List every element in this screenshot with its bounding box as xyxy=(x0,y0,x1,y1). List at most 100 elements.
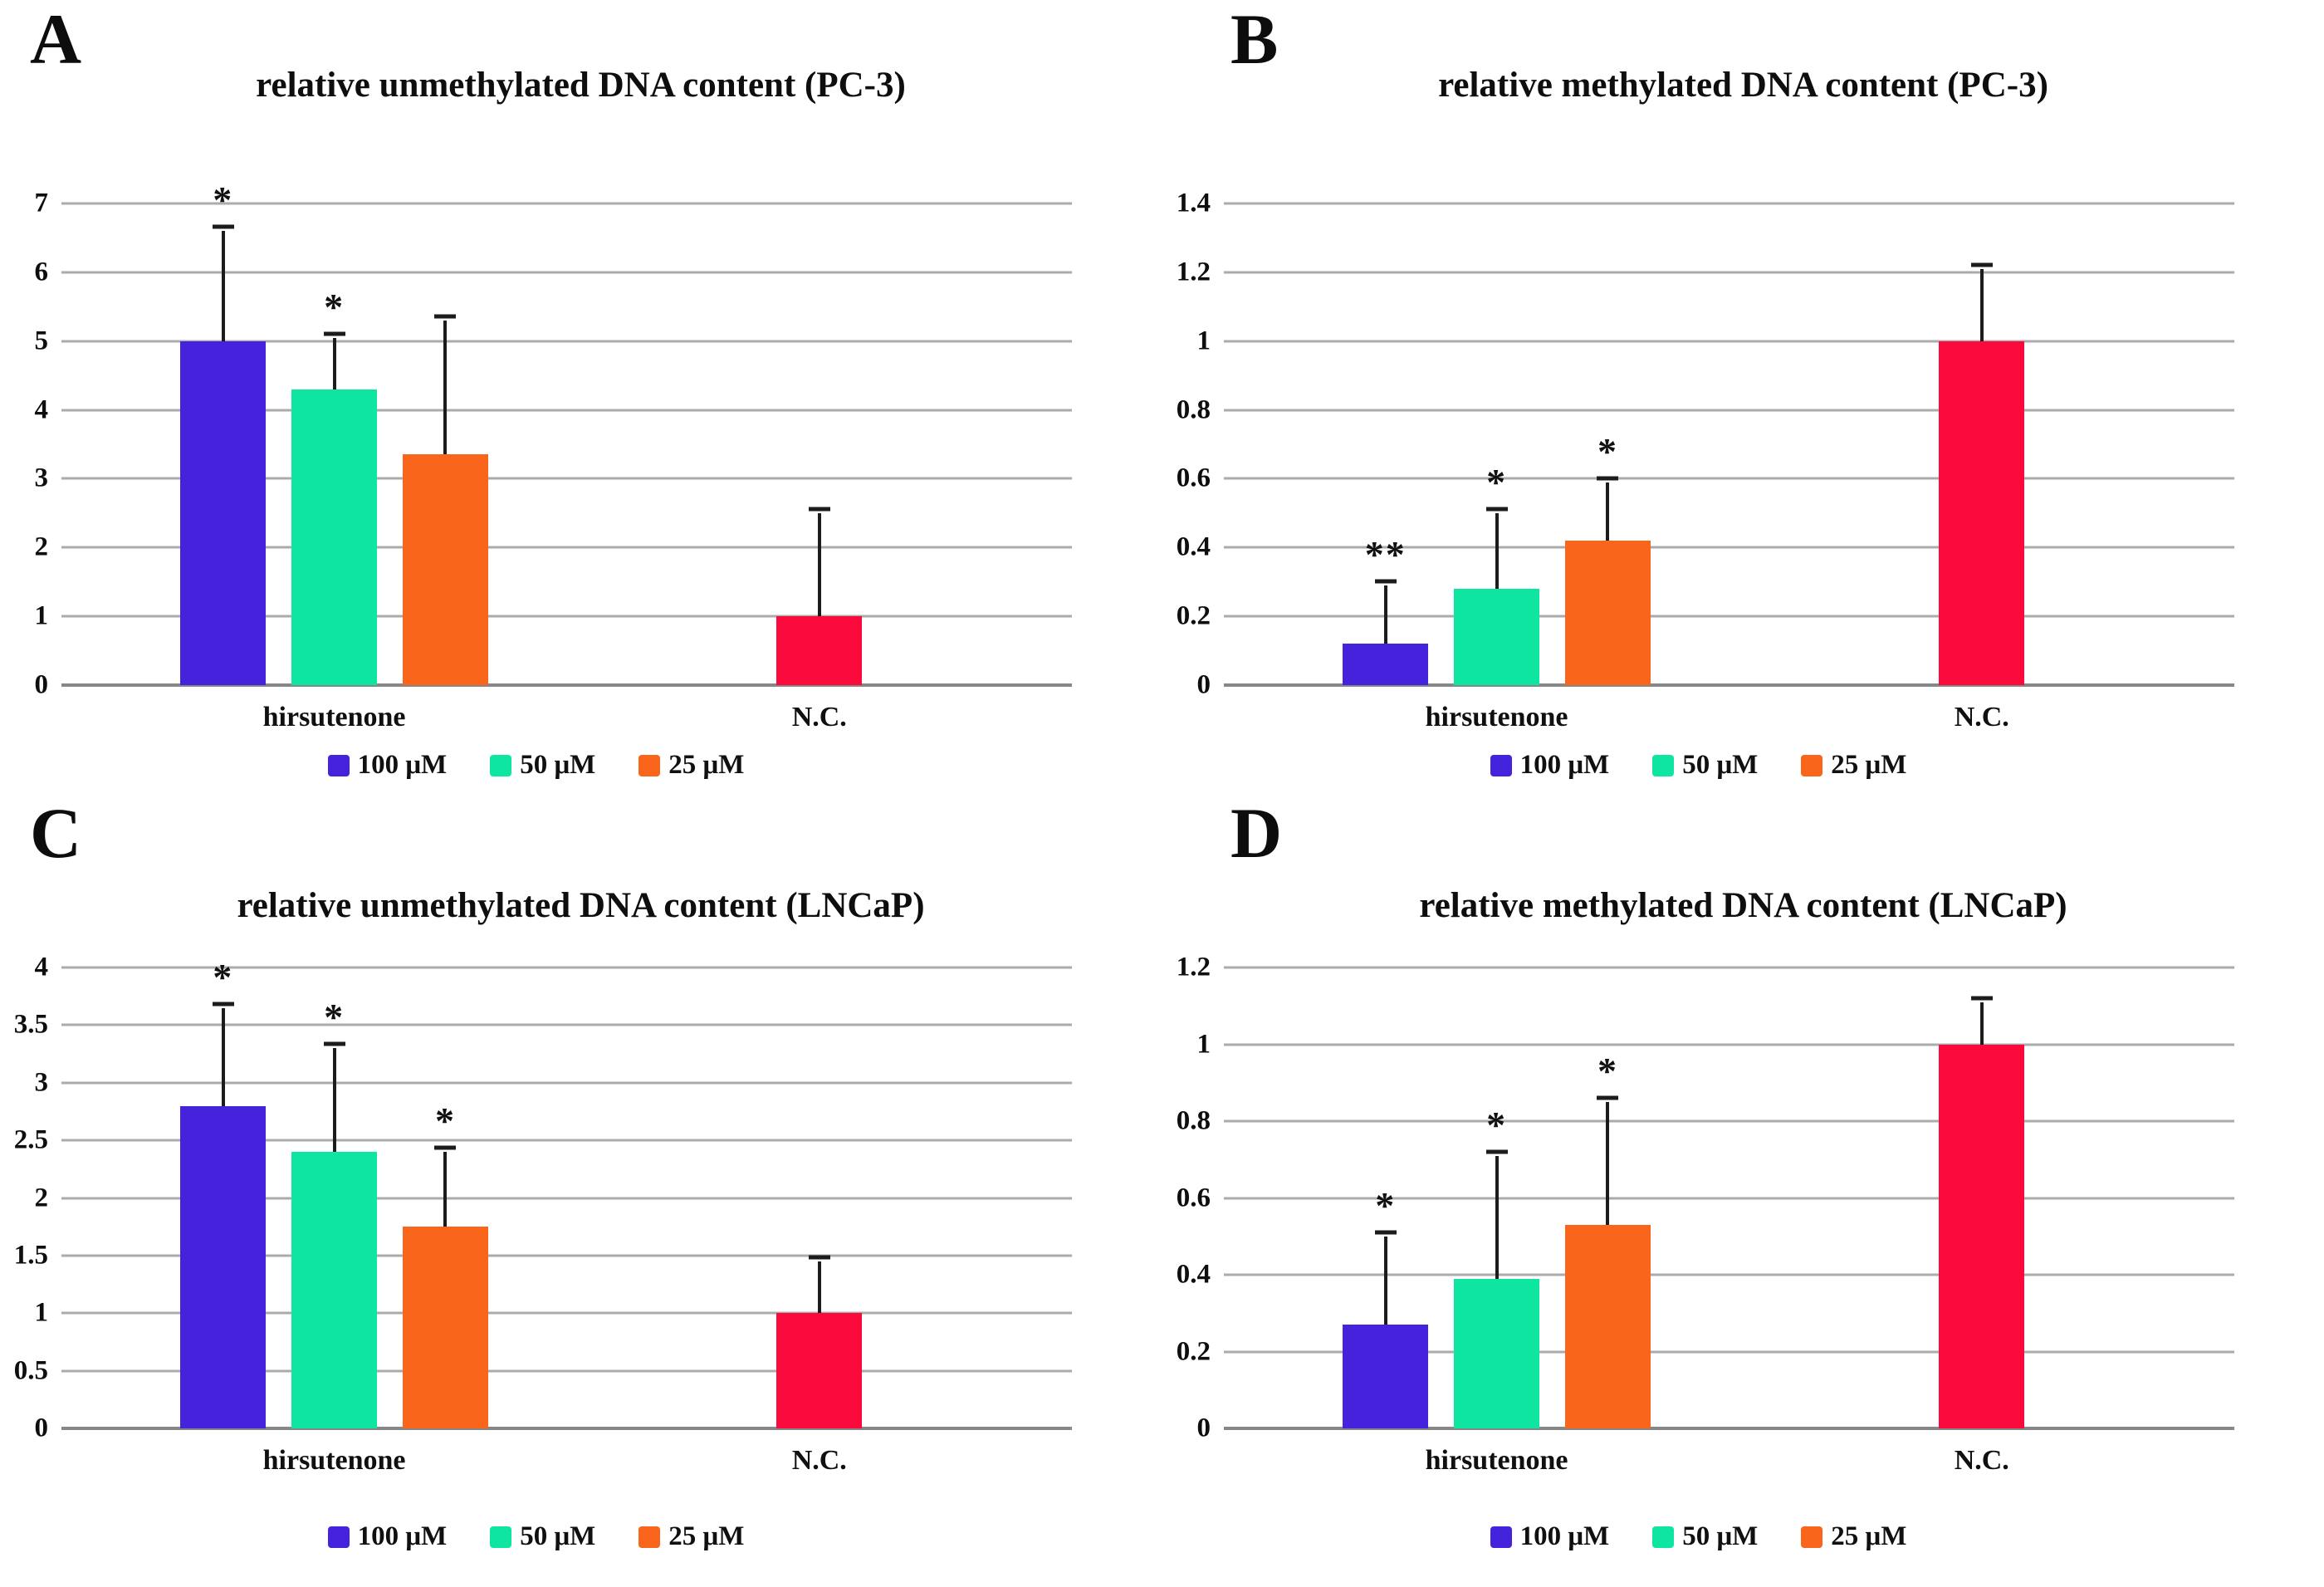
error-bar-cap xyxy=(323,331,345,336)
y-axis-tick-label: 0.6 xyxy=(1176,463,1211,493)
gridline xyxy=(61,1254,1072,1257)
error-bar-cap xyxy=(1597,476,1619,481)
error-bar xyxy=(221,231,225,341)
gridline xyxy=(61,1139,1072,1142)
gridline xyxy=(1224,615,2234,618)
bar-25m xyxy=(402,1227,489,1428)
x-category-label: hirsutenone xyxy=(262,702,406,732)
y-axis-tick-label: 0.8 xyxy=(1176,394,1211,425)
panel-a: A relative unmethylated DNA content (PC-… xyxy=(0,0,1162,793)
significance-star: * xyxy=(324,285,345,328)
x-category-label: hirsutenone xyxy=(1425,1445,1568,1476)
panel-b-title: relative methylated DNA content (PC-3) xyxy=(1438,66,2048,105)
gridline xyxy=(61,546,1072,549)
gridline xyxy=(61,1369,1072,1373)
gridline xyxy=(61,340,1072,343)
legend-label: 50 μM xyxy=(1682,1521,1759,1551)
panel-a-plot-area: 0 1 2 3 4 5 6 7 * * hirsutenone N.C. xyxy=(35,181,1072,732)
gridline xyxy=(61,1197,1072,1199)
gridline xyxy=(1224,546,2234,549)
significance-star: * xyxy=(1375,1183,1397,1227)
x-category-label: N.C. xyxy=(791,1445,847,1476)
gridline xyxy=(61,683,1072,687)
y-axis-tick-label: 0.2 xyxy=(1176,1336,1211,1366)
panel-d-letter: D xyxy=(1230,793,1283,873)
error-bar-cap xyxy=(1970,262,1993,267)
legend-item: 50 μM xyxy=(1652,750,1758,781)
panel-d-legend: 100 μM 50 μM 25 μM xyxy=(1162,1521,2234,1552)
y-axis-tick-label: 4 xyxy=(34,952,49,982)
y-axis-tick-label: 3 xyxy=(34,463,49,493)
legend-item: 100 μM xyxy=(1490,1521,1610,1552)
gridline xyxy=(1224,1119,2234,1123)
error-bar xyxy=(1495,1155,1499,1279)
bar-25m xyxy=(1564,1224,1651,1428)
panel-c-title: relative unmethylated DNA content (LNCaP… xyxy=(237,886,925,925)
significance-star: * xyxy=(1597,1049,1618,1092)
y-axis-tick-label: 2.5 xyxy=(13,1124,48,1155)
legend-color-swatch xyxy=(1801,754,1823,776)
y-axis-tick-label: 1.5 xyxy=(13,1240,48,1271)
significance-star: * xyxy=(1597,429,1618,473)
panel-a-letter: A xyxy=(30,0,82,79)
legend-color-swatch xyxy=(1490,1526,1512,1548)
legend-color-swatch xyxy=(327,754,350,776)
gridline xyxy=(61,477,1072,480)
y-axis-tick-label: 0 xyxy=(1196,1413,1211,1443)
legend-label: 25 μM xyxy=(668,1521,745,1551)
legend-item: 100 μM xyxy=(327,750,447,781)
legend-label: 100 μM xyxy=(357,1521,448,1551)
gridline xyxy=(1224,271,2234,274)
panel-b-chart: 0 0.2 0.4 0.6 0.8 1 1.2 1.4 ** * * hirsutenone N.C. … xyxy=(1162,189,2234,780)
gridline xyxy=(61,966,1072,969)
error-bar xyxy=(1979,268,1984,341)
y-axis-tick-label: 2 xyxy=(34,531,49,562)
error-bar xyxy=(332,1048,336,1152)
error-bar xyxy=(1383,585,1387,644)
x-category-label: hirsutenone xyxy=(262,1445,406,1476)
x-category-label: N.C. xyxy=(791,702,847,732)
error-bar xyxy=(443,1152,448,1227)
bar-25m xyxy=(1564,541,1651,685)
y-axis-tick-label: 3.5 xyxy=(13,1009,48,1040)
bar-100m xyxy=(1342,1325,1429,1428)
error-bar-cap xyxy=(808,507,830,512)
legend-label: 100 μM xyxy=(1519,1521,1610,1551)
legend-color-swatch xyxy=(327,1526,350,1548)
gridline xyxy=(61,615,1072,618)
gridline xyxy=(61,271,1072,274)
error-bar-cap xyxy=(212,1002,234,1007)
significance-star: * xyxy=(1486,1103,1508,1146)
y-axis-tick-label: 4 xyxy=(34,394,49,425)
legend-item: 50 μM xyxy=(1652,1521,1758,1552)
error-bar xyxy=(817,512,821,617)
bar-25m xyxy=(402,454,489,685)
error-bar xyxy=(221,1007,225,1106)
legend-item: 50 μM xyxy=(490,1521,595,1552)
error-bar-cap xyxy=(212,224,234,229)
error-bar-cap xyxy=(1485,507,1508,512)
y-axis-tick-label: 0.2 xyxy=(1176,600,1211,631)
x-category-label: N.C. xyxy=(1954,702,2009,732)
gridline xyxy=(1224,1273,2234,1276)
y-axis-tick-label: 0.6 xyxy=(1176,1183,1211,1212)
significance-star: * xyxy=(324,996,345,1039)
gridline xyxy=(61,1023,1072,1026)
gridline xyxy=(1224,966,2234,969)
y-axis-tick-label: 1.2 xyxy=(1176,952,1211,982)
bar-100m xyxy=(179,1105,267,1428)
legend-color-swatch xyxy=(638,754,661,776)
error-bar xyxy=(1979,1002,1984,1045)
panel-c-chart: 0 0.5 1 1.5 2 2.5 3 3.5 4 * * * hirsutenone N.C. 100 … xyxy=(0,953,1072,1551)
panel-a-title: relative unmethylated DNA content (PC-3) xyxy=(256,66,906,105)
significance-star: * xyxy=(213,955,234,998)
error-bar xyxy=(1606,482,1610,541)
legend-color-swatch xyxy=(490,754,512,776)
gridline xyxy=(61,202,1072,205)
error-bar-cap xyxy=(323,1041,345,1046)
error-bar xyxy=(443,320,448,455)
y-axis-tick-label: 0.4 xyxy=(1176,1259,1211,1290)
gridline xyxy=(1224,477,2234,480)
y-axis-tick-label: 5 xyxy=(34,326,49,356)
